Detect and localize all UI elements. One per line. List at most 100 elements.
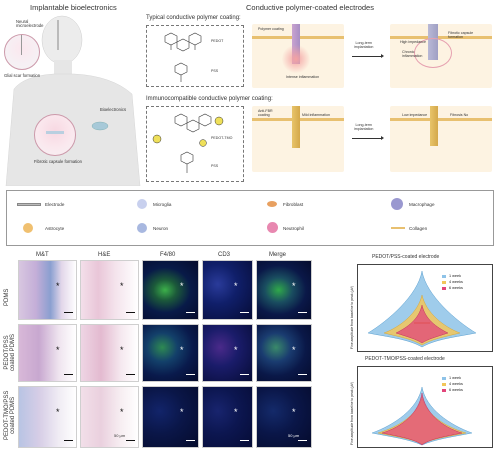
asterisk: *: [234, 407, 238, 417]
immuno-coating-title: Immunocompatible conductive polymer coat…: [146, 96, 273, 102]
intense-inflammation-label: Intense inflammation: [286, 75, 320, 79]
asterisk: *: [180, 281, 184, 291]
collagen-icon: [391, 227, 405, 229]
mild-inflammation-label: Mild inflammation: [302, 113, 330, 117]
scale-bar: [240, 374, 249, 375]
anti-fbr-coating-label: Anti-FBR coating: [258, 109, 273, 117]
fibrotic-capsule-magnifier: [34, 114, 76, 156]
asterisk: *: [56, 407, 60, 417]
scale-bar: [126, 312, 135, 313]
bioelectronics-label: Bioelectronics: [100, 107, 127, 112]
typical-structure-box: PEDOT PSS: [146, 25, 244, 87]
chart1-frame: Fine amplitude from baseline to peak (μV…: [350, 264, 493, 352]
micro-pedot-he: [80, 324, 139, 382]
scale-bar: [240, 312, 249, 313]
chart1-legend-swatch-2: [442, 281, 446, 284]
chart2-legend-swatch-1: [442, 377, 446, 380]
asterisk: *: [56, 345, 60, 355]
tissue-surface-4: [390, 118, 492, 121]
glial-scar-label: Glial scar formation: [4, 73, 41, 78]
astrocyte-icon: [23, 223, 33, 233]
scale-bar: [186, 440, 195, 441]
microglia-icon: [137, 199, 147, 209]
row-label-pedot-tmo: PEDOT-TMO/PSS coated PDMS: [4, 390, 17, 440]
chart1-ylabel: Fine amplitude from baseline to peak (μV…: [350, 285, 354, 349]
row-label-pedot-pss: PEDOT/PSS coated PDMS: [4, 333, 17, 371]
long-term-label-immuno: Long-term implantation: [354, 123, 374, 131]
asterisk: *: [56, 281, 60, 291]
chart2-legend-2: 4 weeks: [449, 381, 463, 386]
asterisk: *: [180, 407, 184, 417]
micro-tmo-mt: [18, 386, 77, 448]
micro-pdms-mt: [18, 260, 77, 320]
pedot-structure-icon: [164, 32, 202, 82]
scale-bar: [64, 312, 73, 313]
scale-bar: [186, 374, 195, 375]
micro-tmo-he: [80, 386, 139, 448]
inflammation-glow: [282, 44, 310, 74]
col-cd3: CD3: [218, 252, 231, 258]
asterisk: *: [234, 345, 238, 355]
neuron-icon: [137, 223, 147, 233]
col-he: H&E: [98, 252, 111, 258]
immuno-structure-box: PEDOT-TMO PSS: [146, 106, 244, 182]
low-impedance-label: Low impedance: [402, 113, 428, 117]
chart1-legend-swatch-1: [442, 275, 446, 278]
scale-bar: [64, 440, 73, 441]
col-merge: Merge: [269, 252, 287, 258]
micro-pdms-merge: [256, 260, 312, 320]
pedot-label: PEDOT: [211, 39, 224, 43]
legend-collagen: Collagen: [409, 226, 428, 231]
pss-label-2: PSS: [211, 164, 219, 168]
legend-electrode: Electrode: [45, 202, 65, 207]
asterisk: *: [180, 345, 184, 355]
glial-electrode: [21, 35, 23, 55]
legend-neuron: Neuron: [153, 226, 169, 231]
long-term-arrow-typical: [352, 54, 384, 58]
long-term-label-typical: Long-term implantation: [354, 41, 374, 49]
immuno-longterm-panel: Low impedance Fibrosis No: [390, 106, 492, 172]
typical-implant-panel: Polymer coating Intense inflammation: [252, 24, 344, 88]
legend-astrocyte: Astrocyte: [45, 226, 65, 231]
macrophage-icon: [391, 198, 403, 210]
scale-label: 50 μm: [114, 433, 126, 438]
fibrosis-no-label: Fibrosis No: [450, 113, 469, 117]
micro-pdms-f480: [142, 260, 199, 320]
chart2-ylabel: Fine amplitude from baseline to peak (μV…: [350, 381, 354, 445]
chart1-legend-3: 6 weeks: [449, 285, 463, 290]
col-f480: F4/80: [160, 252, 176, 258]
chart2-legend-swatch-3: [442, 389, 446, 392]
immuno-implant-panel: Anti-FBR coating Mild inflammation: [252, 106, 344, 172]
asterisk: *: [120, 281, 124, 291]
typical-coating-title: Typical conductive polymer coating:: [146, 15, 241, 21]
long-term-arrow-immuno: [352, 136, 384, 140]
scale-bar: [186, 312, 195, 313]
scale-label-merge: 50 μm: [288, 433, 300, 438]
micro-pedot-f480: [142, 324, 199, 382]
legend-macrophage: Macrophage: [409, 202, 435, 207]
scale-bar: [298, 374, 307, 375]
tissue-surface-2: [390, 36, 492, 39]
chart1-plot: [367, 270, 477, 348]
micro-pedot-cd3: [202, 324, 253, 382]
electrode-icon: [17, 203, 41, 206]
neural-microelectrode-label: Neural microelectrode: [16, 19, 44, 29]
scale-bar: [240, 440, 249, 441]
micro-tmo-cd3: [202, 386, 253, 448]
chart2-plot: [371, 386, 473, 446]
chart1-title: PEDOT/PSS-coated electrode: [372, 254, 440, 260]
header-left: Implantable bioelectronics: [30, 3, 117, 12]
micro-tmo-merge: [256, 386, 312, 448]
chart1-legend-1: 1 week: [449, 273, 462, 278]
chart1-legend-swatch-3: [442, 287, 446, 290]
scale-bar: [126, 440, 135, 441]
cell-legend: Electrode Microglia Fibroblast Macrophag…: [6, 190, 494, 246]
electrode-shank-3: [292, 106, 300, 148]
micro-tmo-f480: [142, 386, 199, 448]
fibrotic-ring: [414, 38, 452, 68]
chart1-legend-2: 4 weeks: [449, 279, 463, 284]
asterisk: *: [234, 281, 238, 291]
pss-label: PSS: [211, 69, 219, 73]
micro-pdms-cd3: [202, 260, 253, 320]
micro-pedot-mt: [18, 324, 77, 382]
